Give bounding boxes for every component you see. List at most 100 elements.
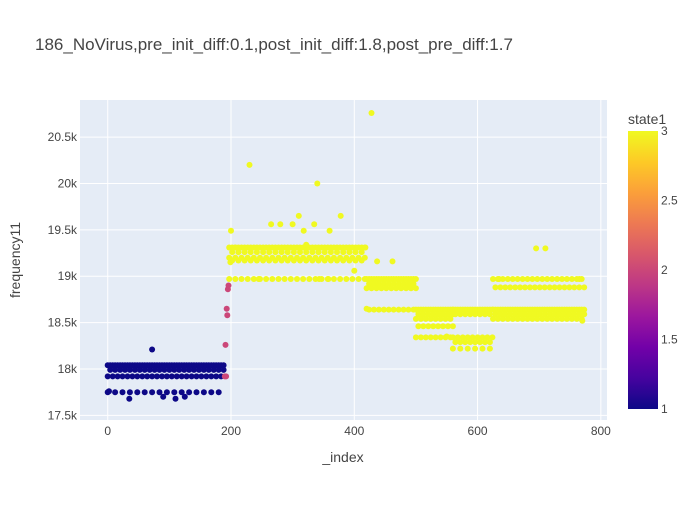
data-point — [366, 280, 373, 287]
x-axis-label: _index — [321, 449, 363, 465]
x-axis: 0 200 400 600 800 — [104, 424, 611, 438]
data-point — [422, 334, 429, 341]
data-point — [134, 389, 141, 396]
data-point — [352, 249, 359, 256]
data-point — [425, 311, 432, 318]
data-point — [371, 306, 377, 313]
data-point — [477, 339, 483, 346]
data-point — [114, 373, 121, 380]
data-point — [430, 323, 437, 330]
data-point — [454, 334, 461, 341]
data-point — [151, 366, 158, 373]
data-point — [551, 311, 558, 318]
data-point — [141, 366, 148, 373]
data-point — [536, 311, 543, 318]
colorbar-tick-label: 1.5 — [661, 333, 678, 347]
data-point — [112, 366, 119, 373]
data-point — [502, 311, 509, 318]
data-point — [531, 284, 538, 291]
data-point — [173, 373, 180, 380]
data-point — [232, 244, 239, 251]
data-point — [109, 373, 116, 380]
data-point — [576, 284, 583, 291]
data-point — [343, 276, 350, 282]
data-point — [126, 395, 133, 402]
data-point — [502, 284, 509, 291]
data-point — [522, 311, 528, 318]
data-point — [442, 315, 449, 322]
data-point — [220, 362, 227, 369]
data-point — [208, 373, 215, 380]
data-point — [200, 366, 207, 373]
data-point — [186, 389, 193, 396]
data-point — [330, 276, 337, 282]
data-point — [358, 249, 365, 256]
data-point — [527, 284, 533, 291]
data-point — [269, 276, 276, 282]
data-point — [213, 373, 220, 380]
data-point — [168, 373, 175, 380]
data-point — [457, 345, 464, 352]
data-point — [266, 249, 273, 256]
data-point — [462, 311, 469, 318]
data-point — [546, 284, 553, 291]
data-point — [440, 311, 446, 318]
data-point — [373, 285, 380, 292]
data-point — [176, 366, 183, 373]
data-point — [380, 306, 387, 313]
data-point — [119, 373, 126, 380]
data-point — [563, 315, 570, 322]
data-point — [124, 373, 131, 380]
data-point — [334, 249, 340, 256]
data-point — [581, 306, 588, 313]
data-point — [490, 315, 496, 322]
data-point — [437, 334, 444, 341]
data-point — [106, 388, 112, 395]
data-point — [160, 393, 167, 400]
data-point — [484, 334, 491, 341]
data-point — [581, 284, 588, 291]
data-point — [514, 315, 521, 322]
data-point — [295, 212, 302, 219]
data-point — [445, 323, 451, 330]
data-point — [200, 389, 207, 396]
data-point — [496, 276, 503, 282]
data-point — [210, 366, 217, 373]
data-point — [297, 249, 303, 256]
data-point — [226, 276, 233, 282]
data-point — [311, 221, 318, 228]
data-point — [225, 282, 232, 289]
data-point — [415, 311, 422, 318]
data-point — [509, 315, 516, 322]
y-tick-label: 18.5k — [48, 316, 78, 330]
data-point — [229, 249, 236, 256]
data-point — [228, 227, 234, 234]
data-point — [129, 373, 136, 380]
data-point — [235, 249, 242, 256]
data-point — [294, 276, 300, 282]
data-point — [244, 276, 251, 282]
y-tick-label: 18k — [58, 362, 78, 376]
data-point — [232, 276, 239, 282]
data-point — [479, 345, 486, 352]
data-point — [220, 366, 227, 373]
data-point — [415, 323, 422, 330]
data-point — [422, 315, 429, 322]
data-point — [149, 373, 156, 380]
colorbar-tick-label: 2.5 — [661, 194, 678, 208]
data-point — [568, 276, 575, 282]
data-point — [337, 212, 344, 219]
data-point — [412, 276, 419, 282]
data-point — [186, 366, 193, 373]
data-point — [246, 161, 253, 168]
data-point — [316, 276, 323, 282]
data-point — [405, 306, 412, 313]
data-point — [400, 280, 407, 287]
data-point — [474, 334, 481, 341]
data-point — [284, 249, 291, 256]
data-point — [509, 276, 516, 282]
data-point — [300, 276, 307, 282]
data-point — [432, 334, 439, 341]
data-point — [181, 393, 188, 400]
data-point — [556, 284, 563, 291]
